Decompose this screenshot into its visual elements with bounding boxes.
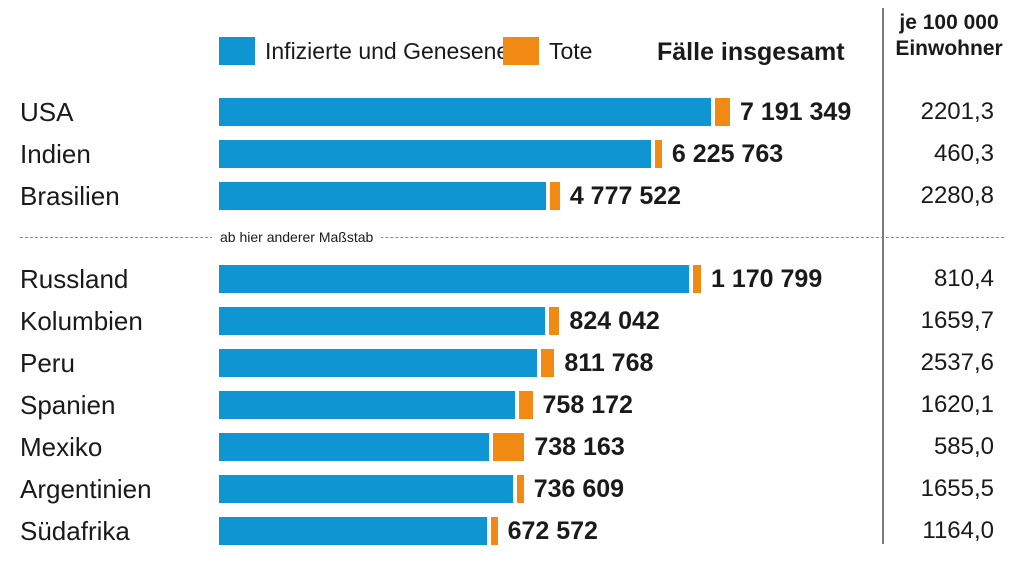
per-capita-value: 1659,7 — [920, 307, 994, 334]
header-per-capita-line2: Einwohner — [895, 37, 1003, 60]
bar-deaths — [490, 517, 498, 545]
bar-deaths — [549, 182, 560, 210]
per-capita-value: 1655,5 — [920, 475, 994, 502]
bar-infected — [219, 307, 545, 335]
total-cases-value: 758 172 — [542, 391, 633, 419]
bar-deaths — [692, 265, 701, 293]
bar-deaths — [549, 307, 560, 335]
total-cases-value: 6 225 763 — [671, 140, 784, 168]
per-capita-value: 1620,1 — [920, 391, 994, 418]
total-cases-value: 4 777 522 — [569, 182, 682, 210]
legend-label-infected: Infizierte und Genesene — [265, 38, 510, 64]
bar-deaths — [519, 391, 533, 419]
total-cases-value: 824 042 — [569, 307, 660, 335]
total-cases-value: 811 768 — [564, 349, 654, 377]
country-label: Spanien — [20, 390, 116, 420]
per-capita-value: 585,0 — [933, 433, 994, 460]
bar-deaths — [654, 140, 662, 168]
total-cases-value: 672 572 — [507, 517, 598, 545]
bar-infected — [219, 475, 513, 503]
country-label: Peru — [20, 348, 75, 378]
bar-infected — [219, 391, 516, 419]
header-total-cases: Fälle insgesamt — [657, 38, 845, 66]
scale-separator-label: ab hier anderer Maßstab — [212, 227, 382, 247]
country-label: Russland — [20, 264, 129, 294]
per-capita-value: 1164,0 — [922, 517, 994, 544]
bar-infected — [219, 433, 489, 461]
per-capita-value: 2201,3 — [920, 98, 994, 125]
per-capita-value: 810,4 — [933, 265, 994, 292]
country-label: USA — [20, 97, 74, 127]
bar-infected — [219, 98, 712, 126]
bar-infected — [219, 517, 487, 545]
country-label: Kolumbien — [20, 306, 143, 336]
bar-deaths — [715, 98, 730, 126]
bar-deaths — [516, 475, 524, 503]
bar-deaths — [541, 349, 555, 377]
country-label: Indien — [20, 139, 91, 169]
column-divider — [882, 8, 884, 544]
total-cases-value: 738 163 — [534, 433, 625, 461]
total-cases-value: 1 170 799 — [711, 265, 823, 293]
bar-infected — [219, 182, 546, 210]
legend-label-deaths: Tote — [549, 38, 593, 64]
per-capita-value: 2537,6 — [920, 349, 994, 376]
total-cases-value: 736 609 — [533, 475, 625, 503]
bar-infected — [219, 140, 651, 168]
country-label: Brasilien — [20, 181, 120, 211]
country-label: Argentinien — [20, 474, 152, 504]
legend-swatch-deaths — [503, 37, 539, 65]
bar-infected — [219, 349, 538, 377]
per-capita-value: 2280,8 — [920, 182, 994, 209]
legend-swatch-infected — [219, 37, 255, 65]
header-per-capita-line1: je 100 000 — [899, 11, 999, 34]
bar-deaths — [492, 433, 525, 461]
country-label: Südafrika — [20, 516, 130, 546]
scale-separator-line — [20, 237, 1004, 238]
total-cases-value: 7 191 349 — [740, 98, 852, 126]
per-capita-value: 460,3 — [933, 140, 994, 167]
bar-infected — [219, 265, 689, 293]
country-label: Mexiko — [20, 432, 103, 462]
